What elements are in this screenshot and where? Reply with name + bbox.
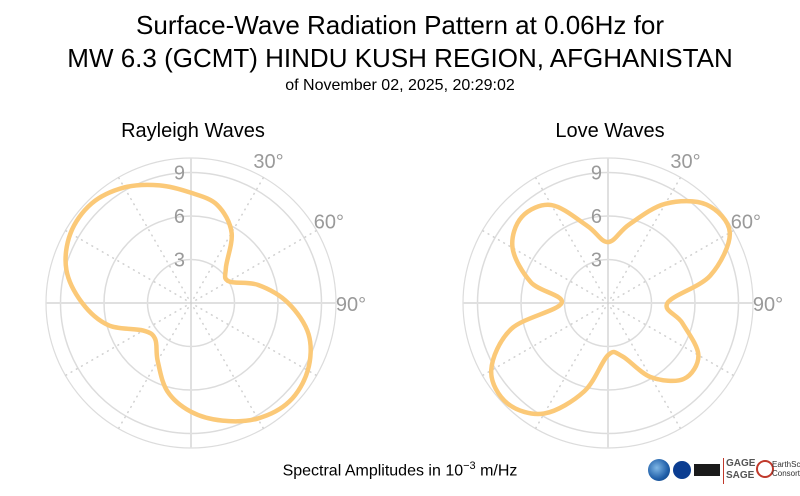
love-radial-tick-label-3: 3 — [591, 250, 602, 272]
rayleigh-radial-tick-label-9: 9 — [174, 163, 185, 185]
sponsor-logos: GAGE SAGE EarthScope Consortium — [648, 456, 800, 486]
love-panel-title: Love Waves — [555, 120, 665, 142]
nsf-logo-icon — [648, 459, 670, 481]
rayleigh-angle-tick-label-60: 60° — [314, 212, 344, 234]
rayleigh-angle-tick-label-30: 30° — [253, 151, 283, 173]
gage-sage-logo: GAGE SAGE — [726, 458, 755, 482]
rayleigh-radial-tick-label-6: 6 — [174, 206, 185, 228]
rayleigh-angle-gridline-150 — [117, 177, 265, 429]
logo-divider — [723, 458, 724, 484]
rayleigh-radial-tick-label-3: 3 — [174, 250, 185, 272]
footer-units-label: Spectral Amplitudes in 10−3 m/Hz — [0, 456, 800, 481]
earthscope-logo-line1: EarthScope — [772, 460, 800, 469]
footer-base: 10 — [445, 462, 464, 480]
chart-title-line1: Surface-Wave Radiation Pattern at 0.06Hz… — [136, 10, 664, 40]
gage-logo-line1: GAGE — [726, 458, 756, 469]
love-radial-tick-label-9: 9 — [591, 163, 602, 185]
love-angle-tick-label-60: 60° — [731, 212, 761, 234]
chart-subtitle: of November 02, 2025, 20:29:02 — [285, 77, 515, 94]
love-angle-gridline-150 — [534, 177, 682, 429]
earthscope-logo-text: EarthScope Consortium — [772, 460, 800, 478]
earthscope-logo-icon — [756, 460, 774, 478]
love-angle-tick-label-90: 90° — [753, 294, 783, 316]
footer-prefix: Spectral Amplitudes in — [282, 462, 446, 480]
nasa-logo-icon — [673, 461, 691, 479]
love-angle-tick-label-30: 30° — [670, 151, 700, 173]
rayleigh-panel-title: Rayleigh Waves — [121, 120, 265, 142]
gage-logo-line2: SAGE — [726, 470, 755, 481]
rayleigh-pattern-line — [63, 182, 313, 424]
footer-unit: m/Hz — [475, 462, 518, 480]
love-radial-tick-label-6: 6 — [591, 206, 602, 228]
usgs-logo-icon — [694, 464, 720, 476]
footer-exponent: −3 — [463, 460, 476, 472]
love-pattern-line — [488, 198, 733, 417]
earthscope-logo-line2: Consortium — [772, 469, 800, 478]
chart-title-line2: MW 6.3 (GCMT) HINDU KUSH REGION, AFGHANI… — [67, 43, 733, 73]
rayleigh-angle-tick-label-90: 90° — [336, 294, 366, 316]
